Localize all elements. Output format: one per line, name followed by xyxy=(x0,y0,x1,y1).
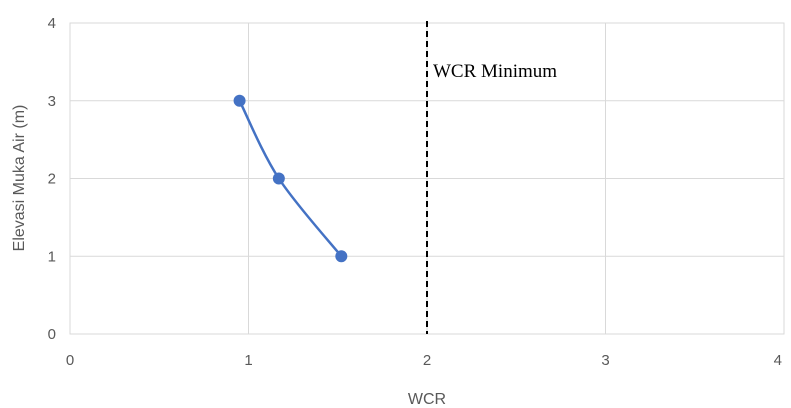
y-tick-label: 0 xyxy=(48,326,56,343)
x-tick-label: 4 xyxy=(774,352,782,369)
data-point xyxy=(272,172,285,185)
y-tick-label: 3 xyxy=(48,93,56,110)
series-group xyxy=(233,94,348,263)
x-tick-label: 3 xyxy=(601,352,609,369)
data-point xyxy=(335,250,348,263)
data-point xyxy=(233,94,246,107)
y-tick-label: 1 xyxy=(48,248,56,265)
y-tick-label: 4 xyxy=(48,15,56,32)
gridlines xyxy=(69,22,785,335)
x-axis-title: WCR xyxy=(408,391,446,408)
wcr-minimum-label: WCR Minimum xyxy=(433,61,557,82)
y-axis-ticks: 0 1 2 3 4 xyxy=(48,15,56,343)
x-axis-ticks: 0 1 2 3 4 xyxy=(66,352,782,369)
x-tick-label: 0 xyxy=(66,352,74,369)
reference-line-group: WCR Minimum xyxy=(426,21,557,334)
y-tick-label: 2 xyxy=(48,171,56,188)
y-axis-title: Elevasi Muka Air (m) xyxy=(11,105,28,252)
x-tick-label: 2 xyxy=(423,352,431,369)
x-tick-label: 1 xyxy=(244,352,252,369)
